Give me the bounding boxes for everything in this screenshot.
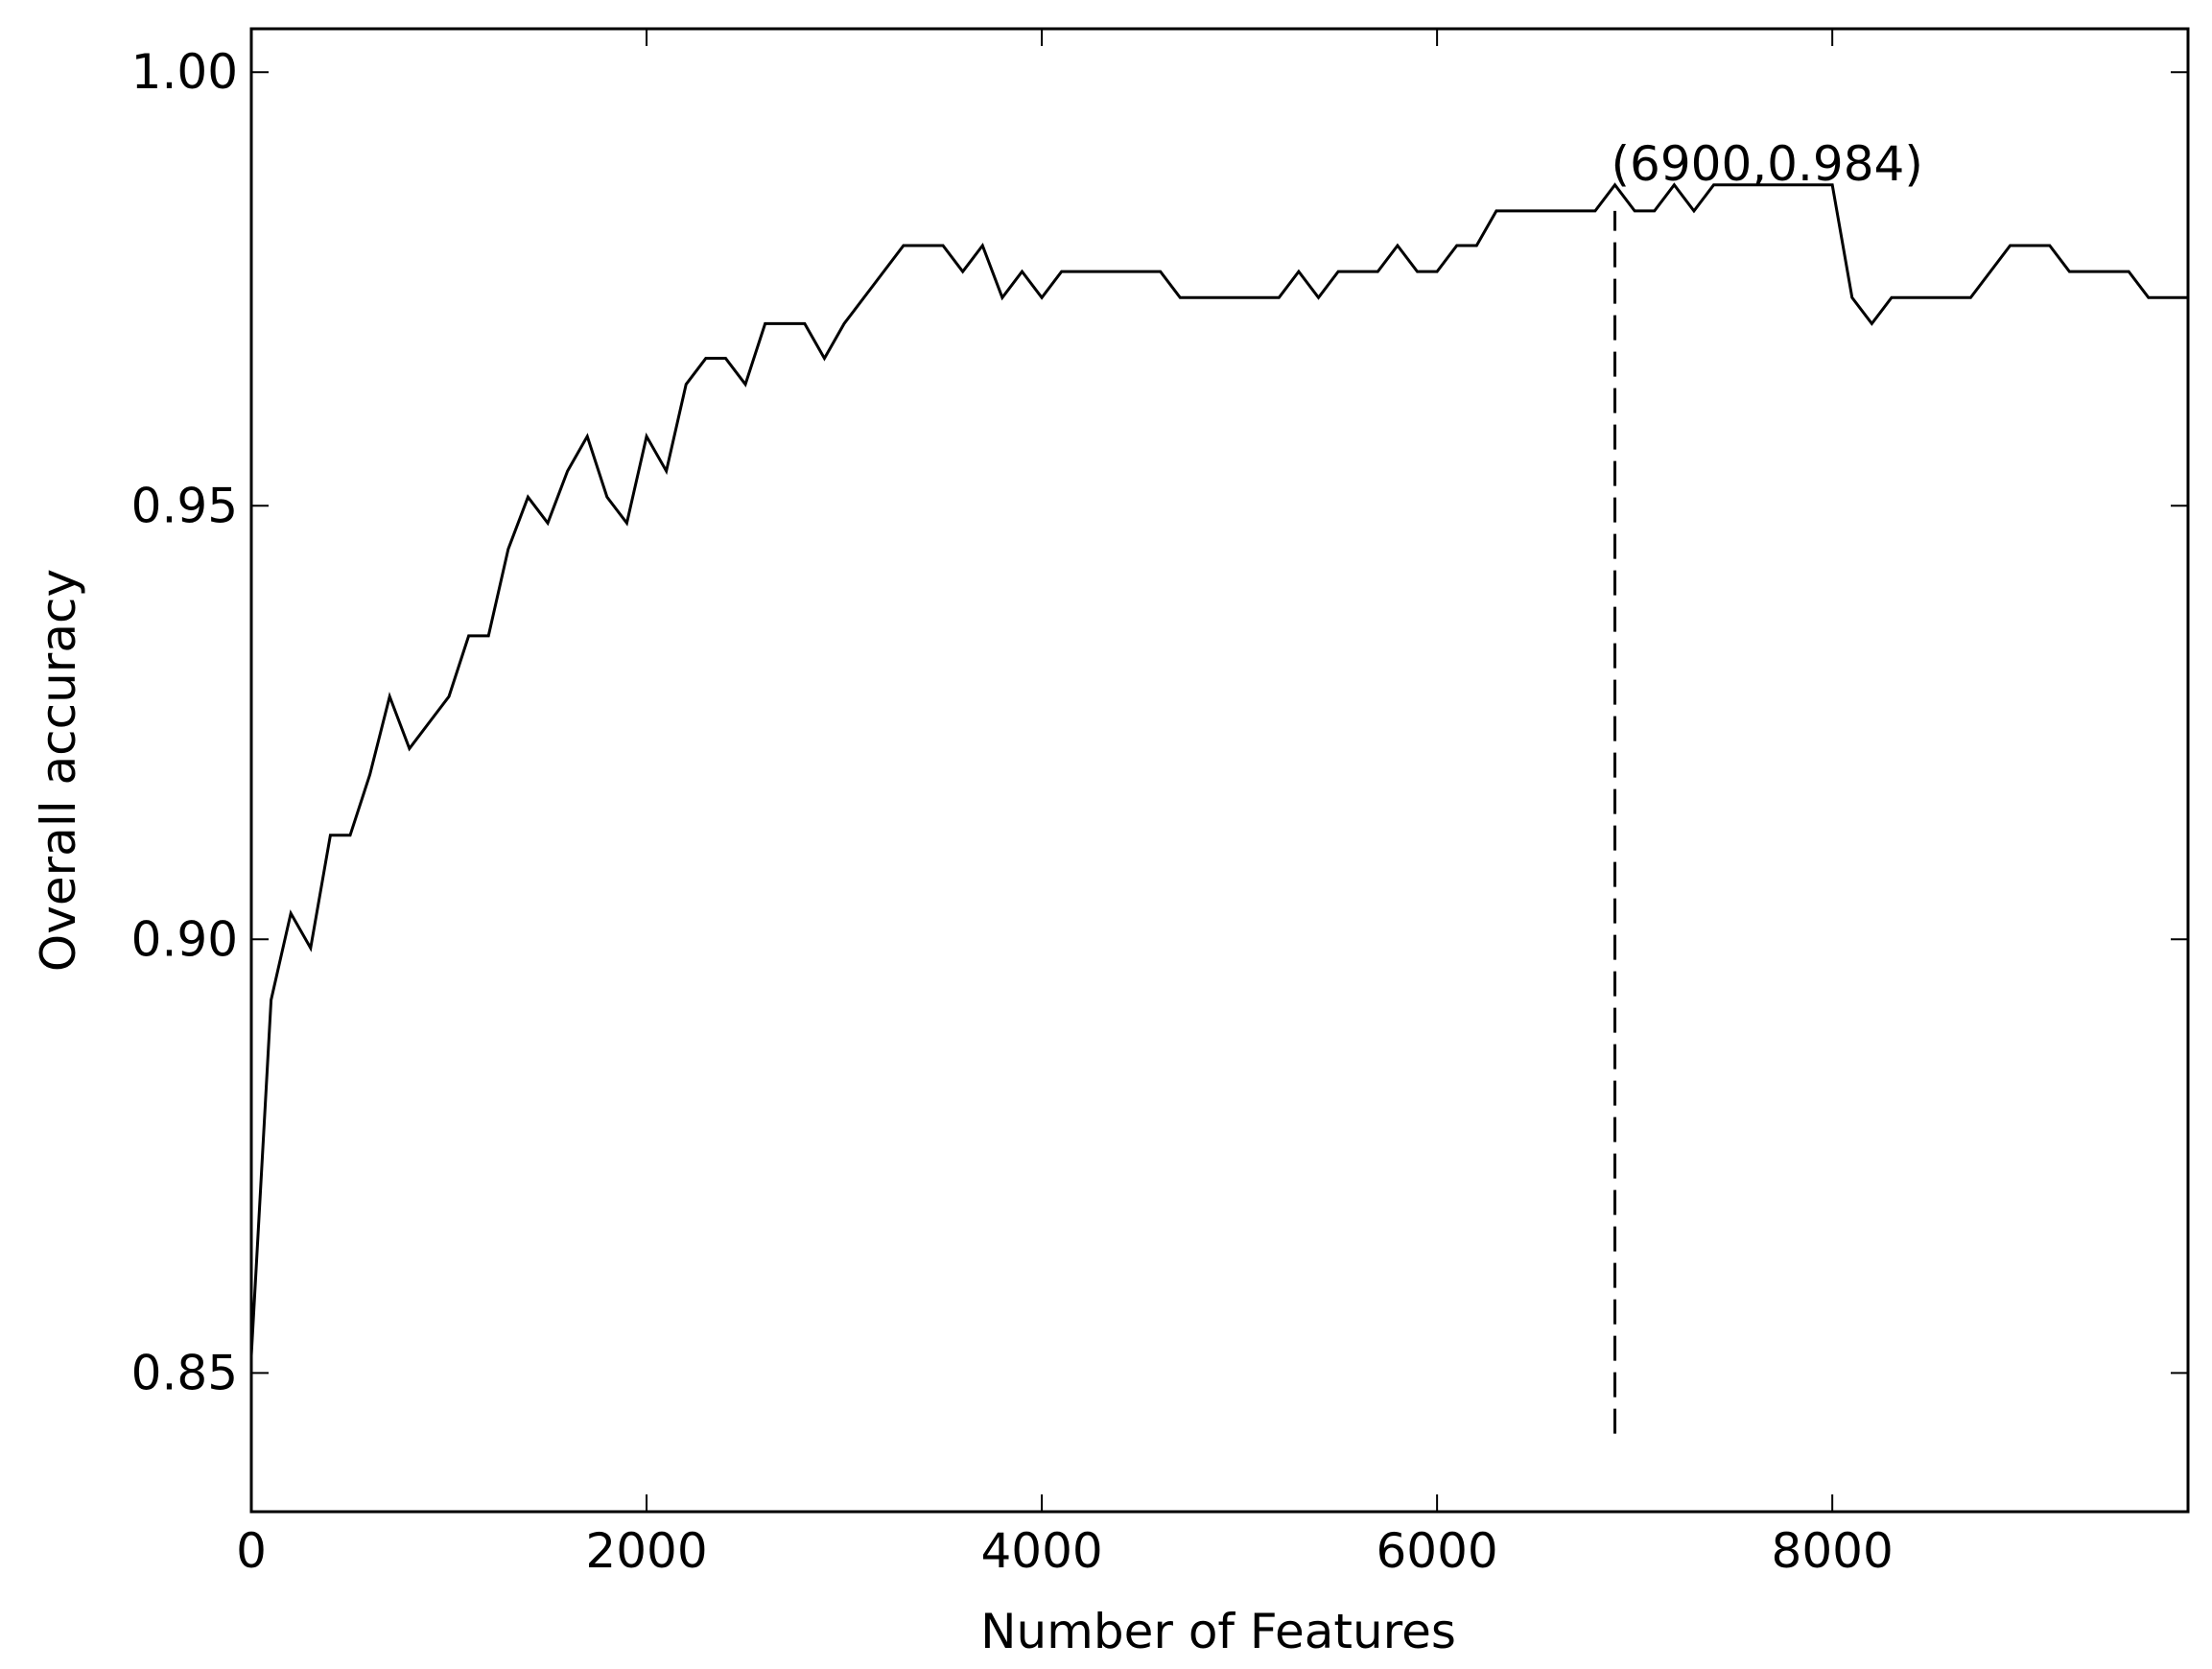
y-tick-label: 1.00 <box>131 44 238 100</box>
x-tick-label: 0 <box>236 1523 267 1579</box>
x-tick-label: 6000 <box>1376 1523 1497 1579</box>
y-axis-label: Overall accuracy <box>31 569 86 972</box>
data-line <box>249 182 2188 1356</box>
plot-frame <box>249 27 2190 1514</box>
x-tick-label: 4000 <box>980 1523 1102 1579</box>
y-tick-label: 0.85 <box>131 1345 238 1400</box>
y-tick-label: 0.95 <box>131 478 238 533</box>
x-tick-label: 2000 <box>585 1523 707 1579</box>
x-tick-label: 8000 <box>1772 1523 1894 1579</box>
y-tick-label: 0.90 <box>131 911 238 967</box>
annotation: (6900,0.984) <box>1612 136 1923 192</box>
x-axis-label: Number of Features <box>980 1604 1456 1659</box>
